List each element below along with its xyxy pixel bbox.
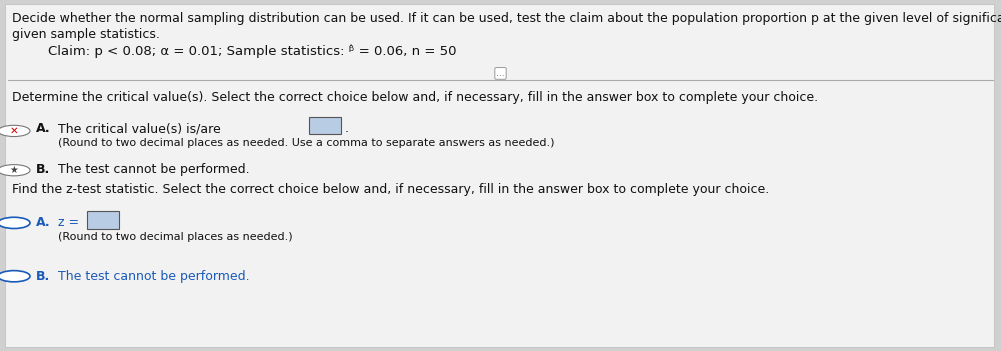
Text: given sample statistics.: given sample statistics.	[12, 28, 160, 41]
Text: Claim: p < 0.08; α = 0.01; Sample statistics: ᵖ̂ = 0.06, n = 50: Claim: p < 0.08; α = 0.01; Sample statis…	[48, 45, 456, 58]
Circle shape	[0, 217, 30, 229]
Text: ...: ...	[496, 69, 505, 78]
Text: (Round to two decimal places as needed. Use a comma to separate answers as neede: (Round to two decimal places as needed. …	[58, 138, 555, 148]
Text: A.: A.	[36, 122, 51, 135]
Text: .: .	[344, 122, 348, 135]
Text: The test cannot be performed.: The test cannot be performed.	[58, 270, 249, 283]
Text: z =: z =	[58, 216, 79, 229]
Text: The critical value(s) is/are: The critical value(s) is/are	[58, 122, 221, 135]
Circle shape	[0, 271, 30, 282]
Text: ★: ★	[10, 165, 18, 174]
Text: The test cannot be performed.: The test cannot be performed.	[58, 163, 249, 176]
FancyBboxPatch shape	[5, 4, 994, 347]
Text: Decide whether the normal sampling distribution can be used. If it can be used, : Decide whether the normal sampling distr…	[12, 12, 1001, 25]
Text: A.: A.	[36, 216, 51, 229]
Circle shape	[0, 165, 30, 176]
Circle shape	[0, 125, 30, 137]
Text: B.: B.	[36, 270, 50, 283]
Text: Find the z-test statistic. Select the correct choice below and, if necessary, fi: Find the z-test statistic. Select the co…	[12, 183, 769, 196]
Text: B.: B.	[36, 163, 50, 176]
Text: ✕: ✕	[10, 125, 18, 135]
FancyBboxPatch shape	[309, 117, 341, 134]
Text: (Round to two decimal places as needed.): (Round to two decimal places as needed.)	[58, 232, 292, 242]
FancyBboxPatch shape	[87, 211, 119, 229]
Text: Determine the critical value(s). Select the correct choice below and, if necessa: Determine the critical value(s). Select …	[12, 91, 818, 104]
